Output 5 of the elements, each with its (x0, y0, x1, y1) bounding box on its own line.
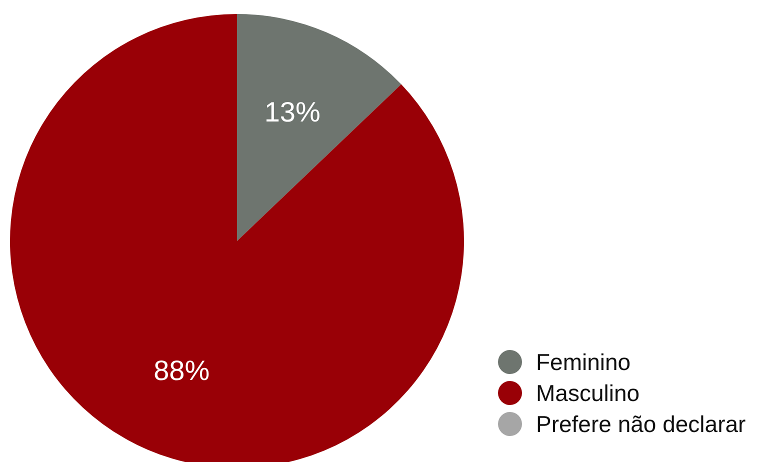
data-label: 88% (154, 355, 210, 386)
legend-label: Prefere não declarar (536, 411, 746, 438)
legend-label: Masculino (536, 380, 640, 406)
data-label: 13% (264, 96, 320, 128)
legend-label: Feminino (536, 349, 631, 376)
